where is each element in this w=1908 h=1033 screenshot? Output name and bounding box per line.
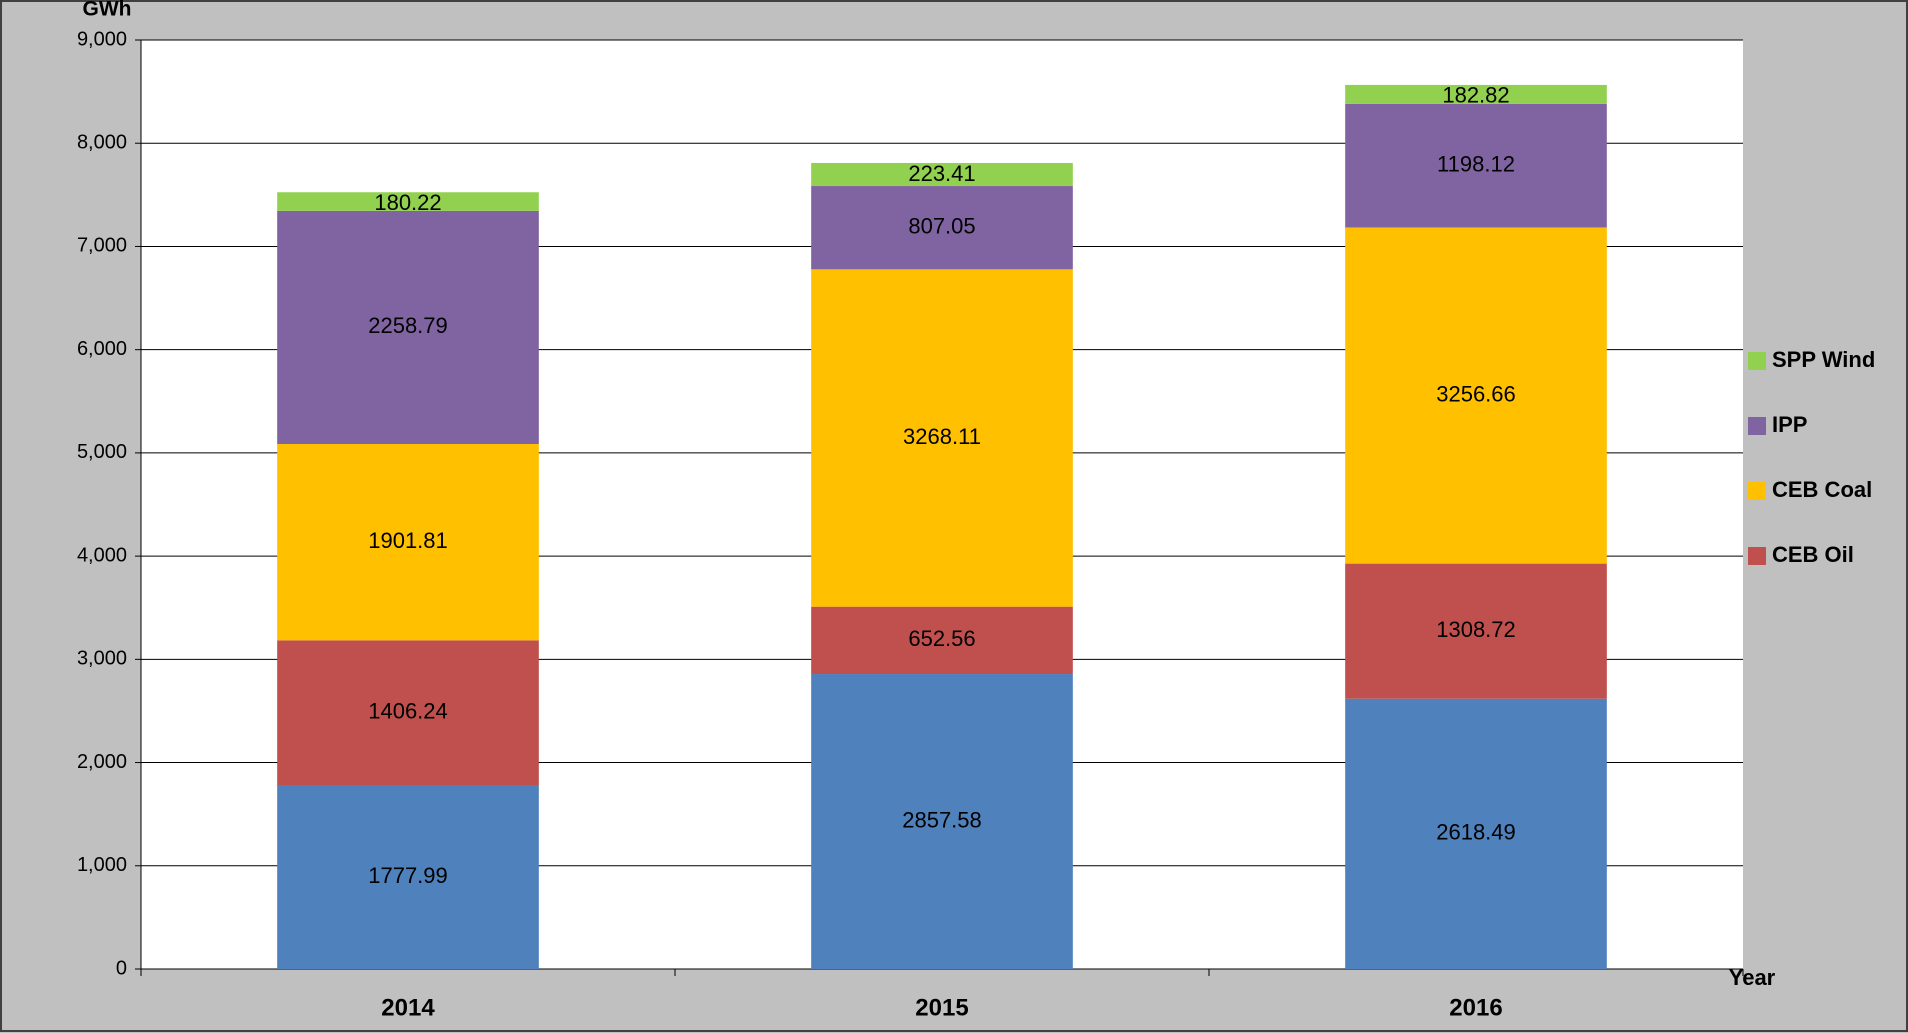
bar-segment <box>277 640 539 786</box>
y-tick-label: 2,000 <box>77 751 127 773</box>
data-label: 2258.79 <box>368 313 448 338</box>
data-label: 223.41 <box>908 161 975 186</box>
data-label: 3256.66 <box>1436 381 1516 406</box>
legend-label: SPP Wind <box>1772 347 1875 372</box>
legend-label: CEB Coal <box>1772 477 1872 502</box>
y-tick-label: 4,000 <box>77 544 127 566</box>
legend-label: CEB Oil <box>1772 542 1854 567</box>
legend-swatch <box>1748 352 1766 370</box>
data-label: 1198.12 <box>1437 151 1515 176</box>
data-label: 3268.11 <box>903 424 981 449</box>
y-tick-label: 1,000 <box>77 854 127 876</box>
bar-segment <box>1345 563 1607 699</box>
data-label: 1308.72 <box>1436 617 1516 642</box>
y-tick-label: 0 <box>116 957 127 979</box>
data-label: 1406.24 <box>368 699 448 724</box>
bar-segment <box>277 210 539 445</box>
y-tick-label: 6,000 <box>77 338 127 360</box>
bar-segment <box>277 192 539 211</box>
y-tick-label: 9,000 <box>77 28 127 50</box>
data-label: 1901.81 <box>368 528 448 553</box>
data-label: 180.22 <box>374 190 441 215</box>
data-label: 807.05 <box>908 213 975 238</box>
data-label: 182.82 <box>1442 83 1509 108</box>
bar-segment <box>277 785 539 969</box>
legend-swatch <box>1748 417 1766 435</box>
data-label: 652.56 <box>908 626 975 651</box>
bar-segment <box>1345 698 1607 969</box>
bar-segment <box>811 674 1073 969</box>
y-tick-label: 8,000 <box>77 132 127 154</box>
bar-segment <box>1345 84 1607 104</box>
data-label: 1777.99 <box>368 863 448 888</box>
bar-segment <box>1345 103 1607 228</box>
bar-segment <box>1345 227 1607 564</box>
bar-segment <box>811 269 1073 607</box>
y-tick-label: 3,000 <box>77 648 127 670</box>
legend-swatch <box>1748 482 1766 500</box>
x-tick-label: 2016 <box>1449 994 1502 1021</box>
bar-segment <box>811 606 1073 675</box>
x-tick-label: 2015 <box>915 994 968 1021</box>
data-label: 2618.49 <box>1436 820 1516 845</box>
legend-swatch <box>1748 547 1766 565</box>
x-tick-label: 2014 <box>381 994 435 1021</box>
bar-segment <box>811 162 1073 187</box>
legend-label: IPP <box>1772 412 1807 437</box>
bar-segment <box>277 444 539 641</box>
y-tick-label: 5,000 <box>77 441 127 463</box>
y-tick-label: 7,000 <box>77 235 127 257</box>
bar-segment <box>811 186 1073 270</box>
y-axis-label: GWh <box>83 0 132 21</box>
data-label: 2857.58 <box>902 807 982 832</box>
